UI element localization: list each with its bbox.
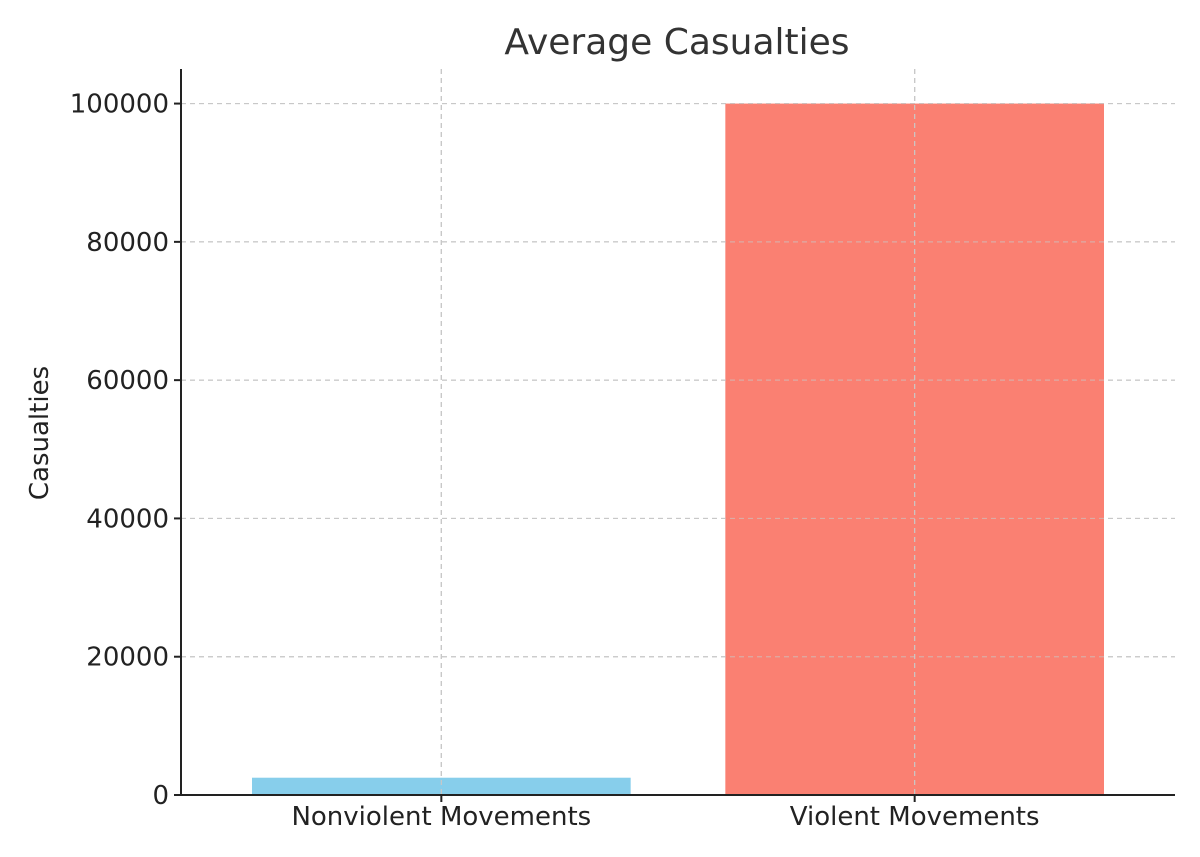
axis-layer — [180, 69, 1175, 796]
y-axis-label: Casualties — [25, 366, 55, 500]
y-tick-label: 80000 — [86, 228, 169, 258]
tick-layer: 0 20000 40000 60000 80000 100000 Nonviolent Mo… — [70, 90, 1040, 832]
bar-nonviolent-movements — [252, 777, 631, 795]
y-tick-label: 60000 — [86, 366, 169, 396]
y-tick-label: 100000 — [70, 90, 169, 120]
y-tick-label: 40000 — [86, 504, 169, 534]
x-tick-label: Nonviolent Movements — [291, 802, 591, 832]
y-tick-label: 20000 — [86, 643, 169, 673]
bar-layer — [181, 69, 1175, 796]
y-tick-label: 0 — [152, 781, 169, 811]
chart-title: Average Casualties — [504, 22, 849, 63]
x-tick-label: Violent Movements — [790, 802, 1040, 832]
